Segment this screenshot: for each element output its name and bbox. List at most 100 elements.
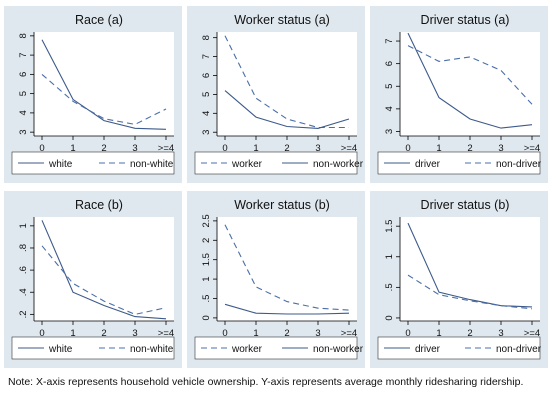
panel-title: Worker status (a) — [234, 13, 330, 27]
series-line — [407, 222, 533, 308]
panel-title: Driver status (a) — [421, 13, 510, 27]
y-tick-label: 3 — [384, 129, 395, 134]
x-tick-label: 1 — [70, 328, 75, 339]
x-tick-label: 2 — [284, 328, 289, 339]
legend-box — [377, 151, 541, 175]
y-tick-label: 8 — [201, 35, 212, 40]
legend-box — [377, 336, 541, 360]
y-tick-label: 3 — [201, 130, 212, 135]
x-tick-label: 1 — [436, 143, 441, 154]
legend-label: non-white — [130, 159, 174, 170]
x-tick-label: >=4 — [524, 143, 540, 154]
plot-area — [217, 217, 357, 321]
legend-label: non-driver — [496, 344, 542, 355]
x-tick-label: >=4 — [341, 143, 357, 154]
legend-label: worker — [231, 159, 263, 170]
y-tick-label: 4 — [384, 106, 395, 111]
y-tick-label: 6 — [18, 72, 29, 77]
y-tick-label: 5 — [201, 92, 212, 97]
x-tick-label: 0 — [405, 143, 410, 154]
y-tick-label: 3 — [18, 129, 29, 134]
chart-panel: Race (b) .2 .4 .6 .8 1 0 1 2 3 >=4 white non-white — [4, 191, 182, 368]
plot-area — [217, 32, 357, 136]
legend-box — [194, 151, 358, 175]
y-tick-label: .8 — [18, 244, 29, 252]
legend-label: white — [48, 159, 73, 170]
y-tick-label: 2 — [201, 238, 212, 243]
x-tick-label: 0 — [405, 328, 410, 339]
y-tick-label: 0 — [201, 315, 212, 320]
series-line — [407, 32, 533, 129]
x-tick-label: >=4 — [341, 328, 357, 339]
legend-box — [11, 336, 175, 360]
y-tick-label: 8 — [18, 33, 29, 38]
plot-area — [34, 217, 174, 321]
x-tick-label: 0 — [222, 328, 227, 339]
y-tick-label: 1 — [384, 254, 395, 259]
x-tick-label: 2 — [467, 328, 472, 339]
plot-area — [34, 32, 174, 136]
panel-title: Driver status (b) — [421, 198, 510, 212]
series-line — [41, 245, 167, 315]
y-tick-label: 1.5 — [384, 220, 395, 233]
y-tick-label: .5 — [384, 283, 395, 291]
y-tick-label: .4 — [18, 288, 29, 296]
x-tick-label: 3 — [498, 328, 503, 339]
chart-panel: Driver status (b) 0 .5 1 1.5 0 1 2 3 >=4 driver non… — [370, 191, 548, 368]
y-tick-label: 6 — [201, 73, 212, 78]
y-tick-label: 5 — [18, 91, 29, 96]
legend-label: driver — [415, 159, 441, 170]
y-tick-label: 5 — [384, 84, 395, 89]
x-tick-label: 3 — [132, 328, 137, 339]
x-tick-label: 1 — [253, 328, 258, 339]
chart-panels: Race (a) 3 4 5 6 7 8 0 1 2 3 >=4 white non-white Worke… — [4, 6, 548, 368]
x-tick-label: 2 — [101, 328, 106, 339]
chart-panel: Worker status (b) 0 .5 1 1.5 2 2.5 0 1 2 3 >=4 worke… — [187, 191, 365, 368]
panel-title: Worker status (b) — [234, 198, 330, 212]
chart-panel: Race (a) 3 4 5 6 7 8 0 1 2 3 >=4 white non-white — [4, 6, 182, 183]
legend-label: driver — [415, 344, 441, 355]
y-tick-label: 2.5 — [201, 214, 212, 227]
x-tick-label: 3 — [498, 143, 503, 154]
panel-title: Race (a) — [75, 13, 123, 27]
y-tick-label: 0 — [384, 315, 395, 320]
y-tick-label: 1 — [201, 276, 212, 281]
legend-label: non-worker — [313, 159, 364, 170]
legend-label: non-worker — [313, 344, 364, 355]
legend-label: non-driver — [496, 159, 542, 170]
x-tick-label: 2 — [284, 143, 289, 154]
y-tick-label: 7 — [18, 52, 29, 57]
series-line — [41, 220, 167, 320]
x-tick-label: >=4 — [524, 328, 540, 339]
x-tick-label: 3 — [132, 143, 137, 154]
y-tick-label: .6 — [18, 266, 29, 274]
y-tick-label: 6 — [384, 61, 395, 66]
x-tick-label: 3 — [315, 328, 320, 339]
series-line — [407, 45, 533, 105]
x-tick-label: 1 — [70, 143, 75, 154]
y-tick-label: 7 — [201, 54, 212, 59]
y-tick-label: .5 — [201, 295, 212, 303]
x-tick-label: 0 — [39, 143, 44, 154]
x-tick-label: 1 — [253, 143, 258, 154]
y-tick-label: 1 — [18, 223, 29, 228]
plot-area — [400, 217, 540, 321]
y-tick-label: .2 — [18, 310, 29, 318]
legend-box — [194, 336, 358, 360]
plot-area — [400, 32, 540, 136]
legend-label: worker — [231, 344, 263, 355]
chart-panel: Worker status (a) 3 4 5 6 7 8 0 1 2 3 >=4 worker non-… — [187, 6, 365, 183]
legend-label: non-white — [130, 344, 174, 355]
x-tick-label: 1 — [436, 328, 441, 339]
x-tick-label: >=4 — [158, 328, 174, 339]
series-line — [224, 303, 350, 315]
x-tick-label: 2 — [101, 143, 106, 154]
x-tick-label: 0 — [39, 328, 44, 339]
y-tick-label: 4 — [18, 110, 29, 115]
series-line — [224, 90, 350, 129]
x-tick-label: 2 — [467, 143, 472, 154]
legend-box — [11, 151, 175, 175]
series-line — [407, 274, 533, 310]
panel-title: Race (b) — [75, 198, 123, 212]
